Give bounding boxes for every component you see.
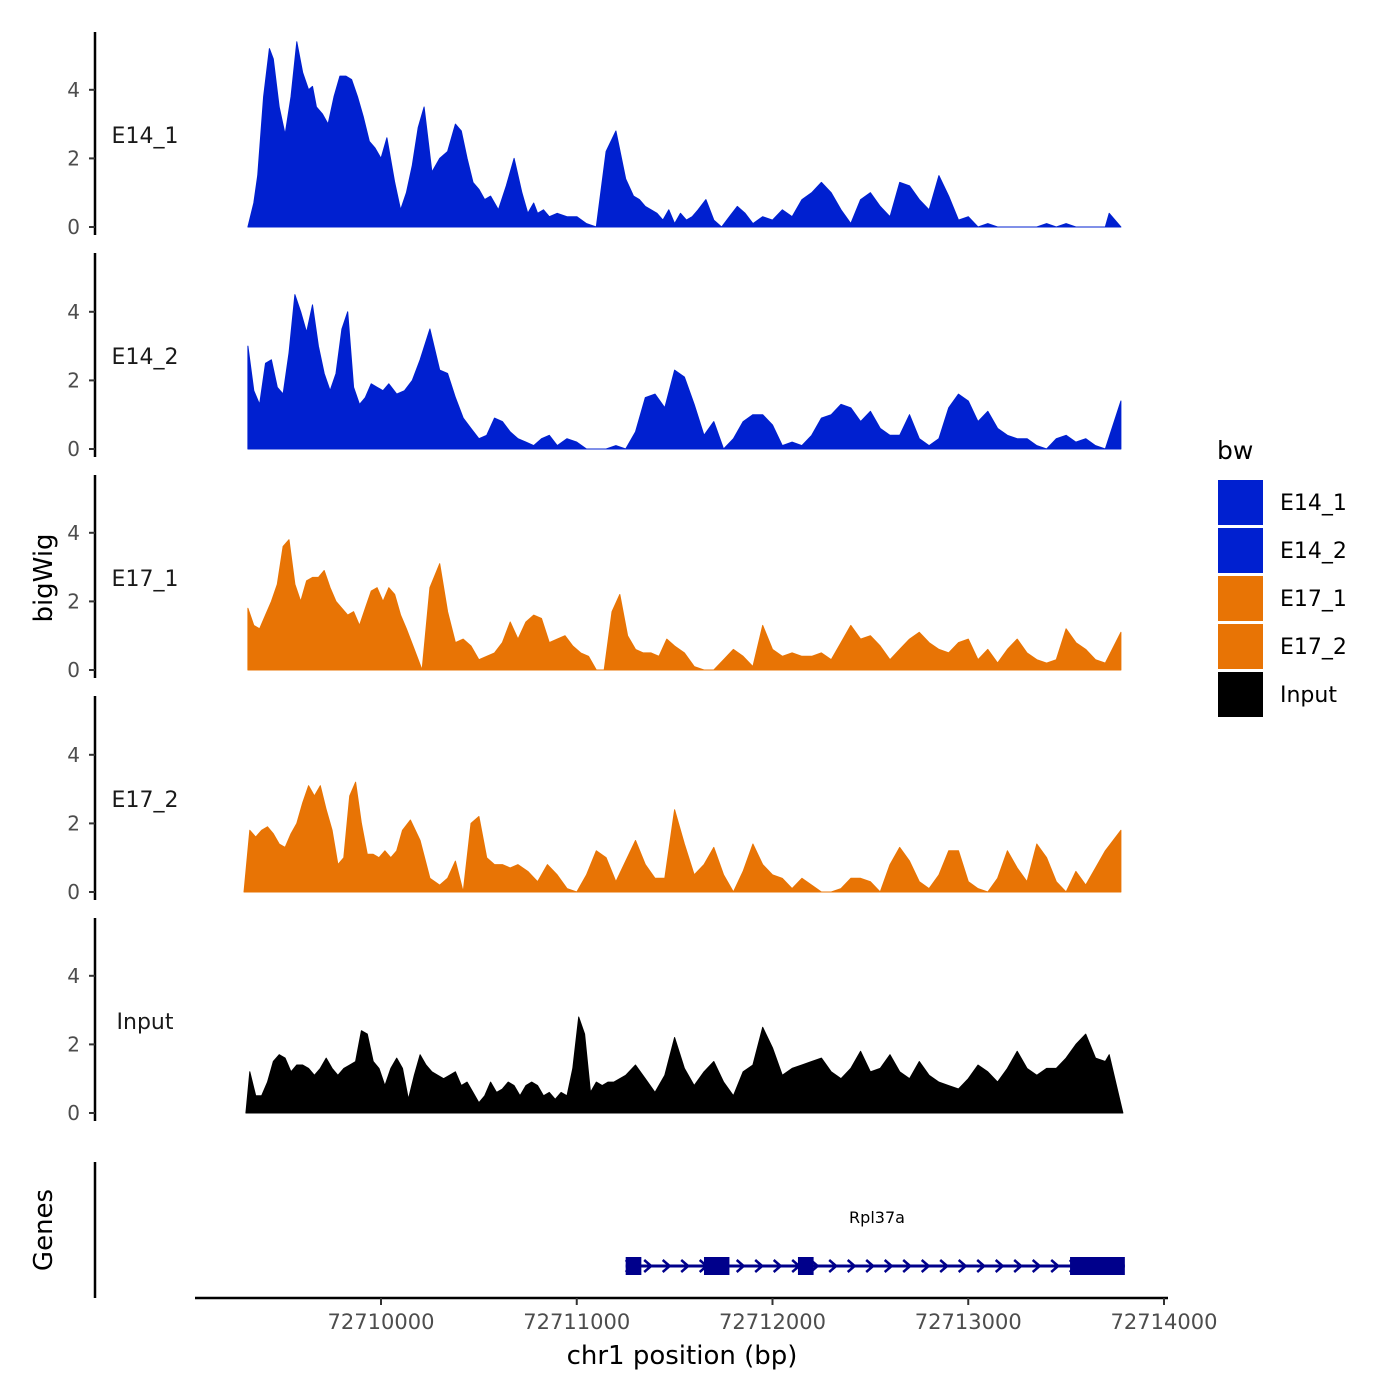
strand-arrow-icon — [828, 1259, 839, 1273]
strand-arrow-icon — [920, 1259, 931, 1273]
legend-swatch — [1218, 576, 1263, 621]
strand-arrow-icon — [772, 1259, 783, 1273]
y-tick-label: 0 — [67, 215, 80, 239]
x-tick-label: 72711000 — [523, 1310, 630, 1334]
y-tick-label: 2 — [67, 146, 80, 170]
track-e17-2: 0 2 4 E17_2 — [67, 696, 1122, 904]
y-tick-label: 0 — [67, 1101, 80, 1125]
x-tick-label: 72712000 — [719, 1310, 826, 1334]
strand-arrow-icon — [1013, 1259, 1024, 1273]
strand-arrow-icon — [661, 1259, 672, 1273]
y-tick-label: 0 — [67, 437, 80, 461]
track-label: E14_2 — [112, 345, 179, 370]
strand-arrow-icon — [902, 1259, 913, 1273]
strand-arrow-icon — [1031, 1259, 1042, 1273]
y-tick-label: 4 — [67, 964, 80, 988]
y-tick-label: 4 — [67, 78, 80, 102]
y-tick-label: 2 — [67, 811, 80, 835]
legend-label: E14_1 — [1280, 491, 1347, 516]
gene-exon — [797, 1257, 814, 1275]
strand-arrow-icon — [1050, 1259, 1061, 1273]
coverage-area — [245, 1016, 1124, 1114]
legend-label: E17_1 — [1280, 587, 1347, 612]
coverage-area — [247, 539, 1122, 671]
track-e17-1: 0 2 4 E17_1 — [67, 475, 1122, 682]
coverage-area — [247, 41, 1122, 228]
y-tick-label: 2 — [67, 589, 80, 613]
genes-title: Genes — [29, 1189, 59, 1271]
x-tick-label: 72714000 — [1111, 1310, 1218, 1334]
strand-arrow-icon — [754, 1259, 765, 1273]
track-label: Input — [117, 1010, 174, 1035]
track-input: 0 2 4 Input — [67, 918, 1124, 1125]
x-axis-title: chr1 position (bp) — [567, 1341, 798, 1371]
coverage-tracks: 0 2 4 E14_1 0 2 4 E14_2 0 2 4 E17_1 0 2 4 E17_2 0 2 4 Input — [67, 32, 1124, 1125]
strand-arrow-icon — [643, 1259, 654, 1273]
legend-title: bw — [1217, 436, 1253, 465]
legend: bw E14_1 E14_2 E17_1 E17_2 Input — [1217, 436, 1347, 717]
legend-label: E17_2 — [1280, 635, 1347, 660]
legend-swatch — [1218, 528, 1263, 573]
y-tick-label: 2 — [67, 1032, 80, 1056]
y-tick-label: 2 — [67, 368, 80, 392]
strand-arrow-icon — [994, 1259, 1005, 1273]
strand-arrow-icon — [846, 1259, 857, 1273]
gene-track: Genes Rpl37a — [29, 1162, 1125, 1298]
legend-label: Input — [1280, 683, 1337, 708]
legend-swatch — [1218, 624, 1263, 669]
x-tick-label: 72710000 — [328, 1310, 435, 1334]
gene-exon — [703, 1257, 730, 1275]
track-label: E14_1 — [112, 124, 179, 149]
y-tick-label: 4 — [67, 521, 80, 545]
track-label: E17_1 — [112, 567, 179, 592]
strand-arrow-icon — [680, 1259, 691, 1273]
track-e14-2: 0 2 4 E14_2 — [67, 253, 1122, 461]
coverage-area — [247, 294, 1122, 450]
x-tick-label: 72713000 — [915, 1310, 1022, 1334]
strand-arrow-icon — [976, 1259, 987, 1273]
strand-arrow-icon — [957, 1259, 968, 1273]
strand-arrow-icon — [865, 1259, 876, 1273]
y-tick-label: 0 — [67, 658, 80, 682]
track-label: E17_2 — [112, 788, 179, 813]
strand-arrow-icon — [883, 1259, 894, 1273]
gene-exon — [625, 1257, 642, 1275]
gene-model: Rpl37a — [624, 1208, 1125, 1275]
y-axis-title: bigWig — [29, 533, 59, 622]
gene-name: Rpl37a — [849, 1208, 905, 1227]
legend-swatch — [1218, 480, 1263, 525]
y-tick-label: 0 — [67, 880, 80, 904]
y-tick-label: 4 — [67, 743, 80, 767]
legend-swatch — [1218, 672, 1263, 717]
track-e14-1: 0 2 4 E14_1 — [67, 32, 1122, 239]
y-tick-label: 4 — [67, 300, 80, 324]
gene-exon — [1070, 1257, 1125, 1275]
strand-arrow-icon — [939, 1259, 950, 1273]
coverage-area — [243, 781, 1122, 893]
x-axis: chr1 position (bp) 72710000 72711000 72712… — [195, 1296, 1218, 1371]
strand-arrow-icon — [735, 1259, 746, 1273]
legend-label: E14_2 — [1280, 539, 1347, 564]
